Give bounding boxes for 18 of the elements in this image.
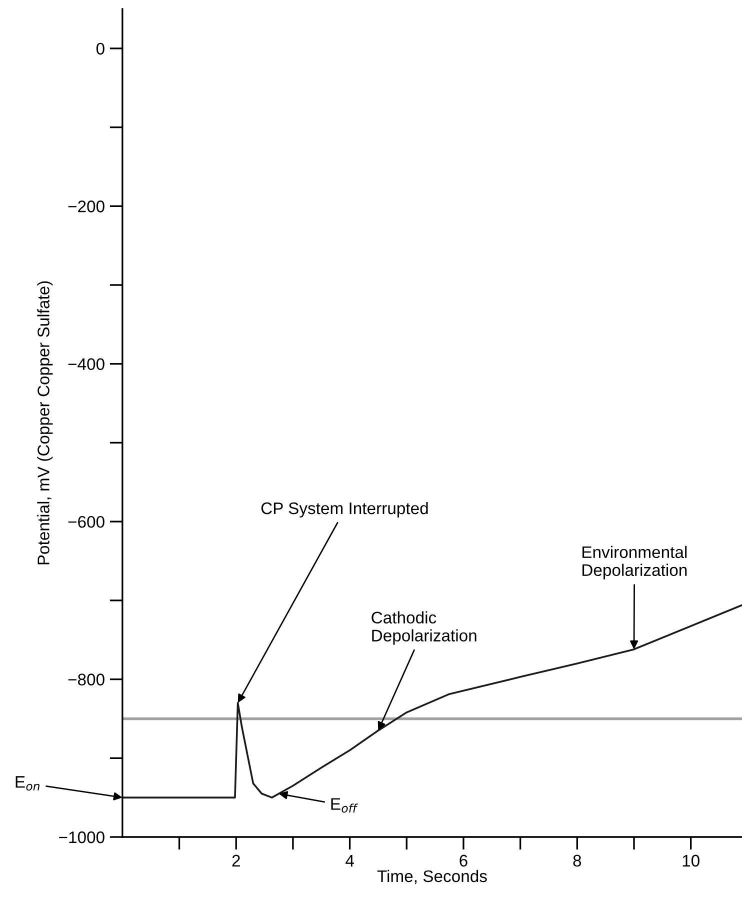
annotation: E$_{on}$ xyxy=(16,776,40,791)
x-tick-label: 6 xyxy=(460,854,468,867)
annotation: Cathodic Depolarization xyxy=(372,611,476,645)
y-tick-label: −1000 xyxy=(59,831,104,844)
y-tick-label: 0 xyxy=(96,42,104,55)
annotation: CP System Interrupted xyxy=(261,502,428,518)
x-tick-label: 4 xyxy=(346,854,354,866)
x-tick-label: 2 xyxy=(232,854,240,866)
y-tick-label: −800 xyxy=(68,674,104,686)
y-tick-label: −600 xyxy=(68,516,104,528)
y-tick-label: −400 xyxy=(68,358,104,370)
annotation: E$_{off}$ xyxy=(331,798,358,813)
x-axis-title: Time, Seconds xyxy=(377,870,487,884)
x-tick-label: 10 xyxy=(682,854,700,867)
x-tick-label: 8 xyxy=(573,854,582,867)
y-axis-title: Potential, mV (Copper Copper Sulfate) xyxy=(37,281,53,564)
y-tick-label: −200 xyxy=(68,200,104,212)
annotation: Environmental Depolarization xyxy=(582,546,687,580)
